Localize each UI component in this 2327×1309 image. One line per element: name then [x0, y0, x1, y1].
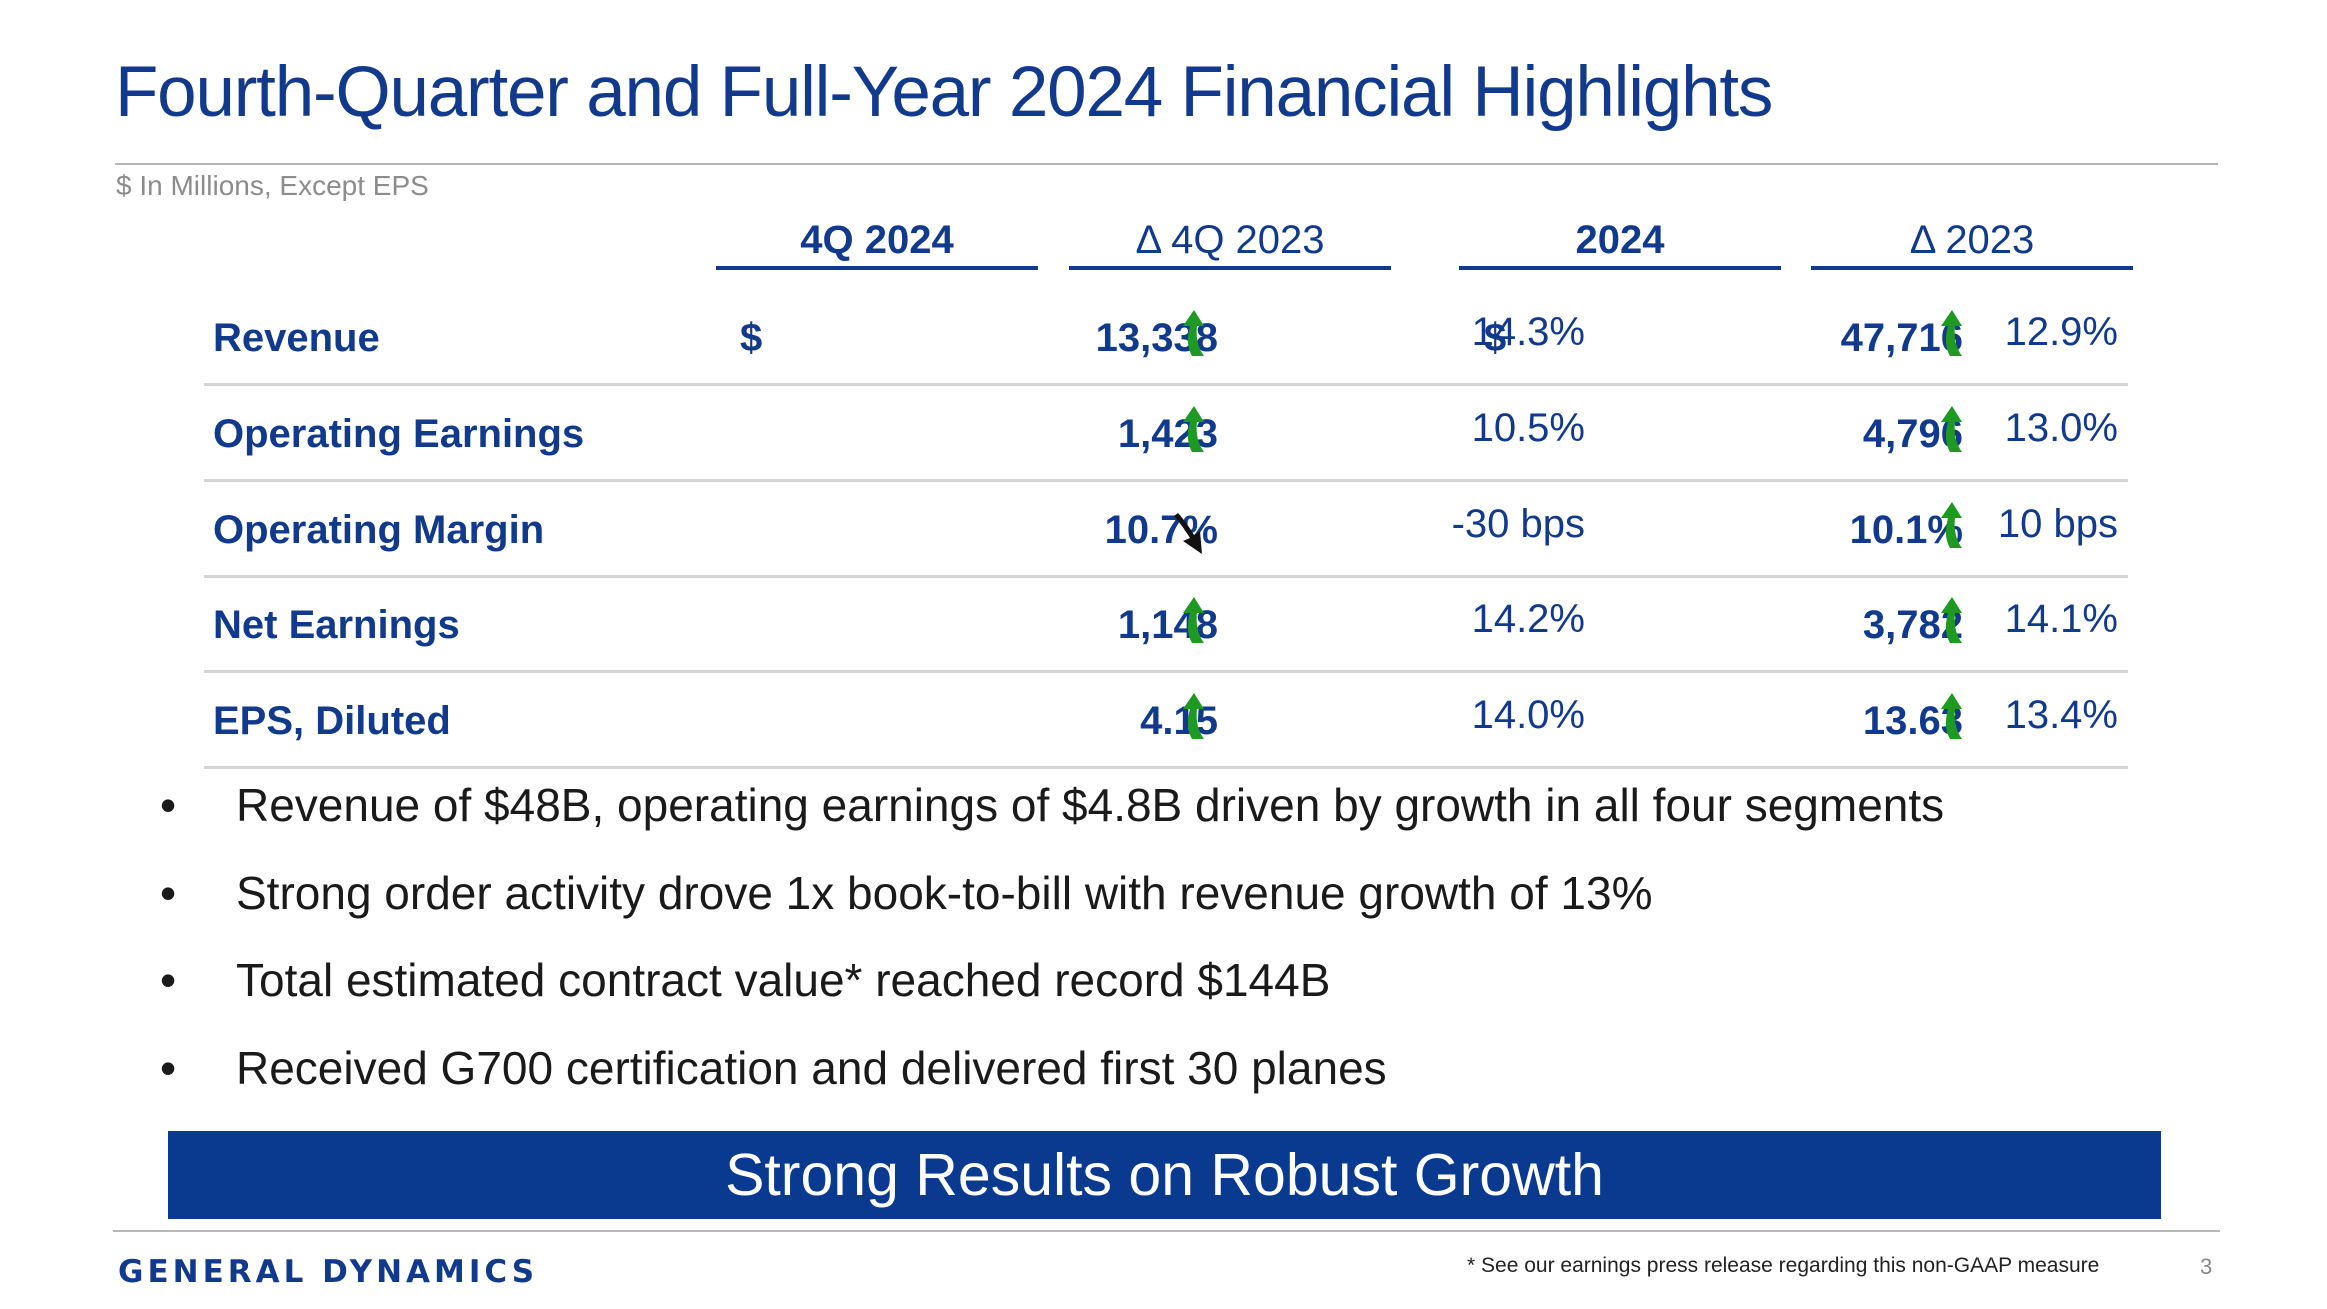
table-row: Revenue $13,338 14.3% $47,716 12.9% [204, 290, 2128, 386]
company-logo: GENERAL DYNAMICS [118, 1254, 539, 1290]
bullet-icon: • [160, 1042, 177, 1094]
row-label: Operating Margin [213, 508, 545, 552]
title-divider [115, 163, 2218, 165]
q4-value: 4.15 [1140, 699, 1218, 743]
column-header-delta-2023: Δ 2023 [1811, 214, 2133, 270]
q4-change: 14.0% [1471, 693, 1585, 737]
column-header-q4-2024: 4Q 2024 [716, 214, 1038, 270]
fy-value: 47,716 [1840, 316, 1963, 360]
bullet-text: Total estimated contract value* reached … [236, 954, 1331, 1006]
units-note: $ In Millions, Except EPS [116, 170, 429, 201]
table-row: Operating Earnings 1,423 10.5% 4,796 13.0% [204, 386, 2128, 482]
q4-change: -30 bps [1451, 502, 1585, 546]
row-label: EPS, Diluted [213, 699, 451, 743]
row-label: Operating Earnings [213, 412, 585, 456]
currency-symbol: $ [740, 316, 763, 360]
page-title: Fourth-Quarter and Full-Year 2024 Financ… [115, 53, 1773, 132]
q4-change: 10.5% [1471, 406, 1585, 450]
footer-divider [113, 1230, 2220, 1232]
bullet-icon: • [160, 779, 177, 831]
summary-banner: Strong Results on Robust Growth [168, 1131, 2161, 1219]
column-header-fy-2024: 2024 [1459, 214, 1781, 270]
row-divider [204, 766, 2128, 769]
arrow-up-icon [1928, 691, 1964, 741]
currency-symbol: $ [1484, 316, 1507, 360]
row-divider [204, 479, 2128, 482]
row-divider [204, 575, 2128, 578]
q4-change: 14.2% [1471, 597, 1585, 641]
arrow-down-icon [1170, 510, 1206, 560]
fy-change: 13.0% [2004, 406, 2118, 450]
arrow-up-icon [1170, 691, 1206, 741]
arrow-up-icon [1928, 595, 1964, 645]
bullet-icon: • [160, 867, 177, 919]
row-divider [204, 670, 2128, 673]
column-header-delta-q4-2023: Δ 4Q 2023 [1069, 214, 1391, 270]
arrow-up-icon [1928, 308, 1964, 358]
table-row: Operating Margin 10.7% -30 bps 10.1% 10 bps [204, 482, 2128, 578]
footnote: * See our earnings press release regardi… [1467, 1254, 2100, 1277]
row-label: Revenue [213, 316, 380, 360]
q4-change: 14.3% [1471, 310, 1585, 354]
page-number: 3 [2200, 1254, 2213, 1279]
arrow-up-icon [1928, 500, 1964, 550]
fy-change: 13.4% [2004, 693, 2118, 737]
row-divider [204, 383, 2128, 386]
bullet-text: Received G700 certification and delivere… [236, 1042, 1387, 1094]
fy-change: 10 bps [1997, 502, 2118, 546]
arrow-up-icon [1928, 404, 1964, 454]
bullet-icon: • [160, 954, 177, 1006]
table-row: EPS, Diluted 4.15 14.0% 13.63 13.4% [204, 673, 2128, 769]
arrow-up-icon [1170, 404, 1206, 454]
fy-change: 12.9% [2004, 310, 2118, 354]
arrow-up-icon [1170, 308, 1206, 358]
bullet-text: Strong order activity drove 1x book-to-b… [236, 867, 1653, 919]
row-label: Net Earnings [213, 603, 460, 647]
bullet-text: Revenue of $48B, operating earnings of $… [236, 779, 1945, 831]
fy-change: 14.1% [2004, 597, 2118, 641]
arrow-up-icon [1170, 595, 1206, 645]
table-row: Net Earnings 1,148 14.2% 3,782 14.1% [204, 577, 2128, 673]
